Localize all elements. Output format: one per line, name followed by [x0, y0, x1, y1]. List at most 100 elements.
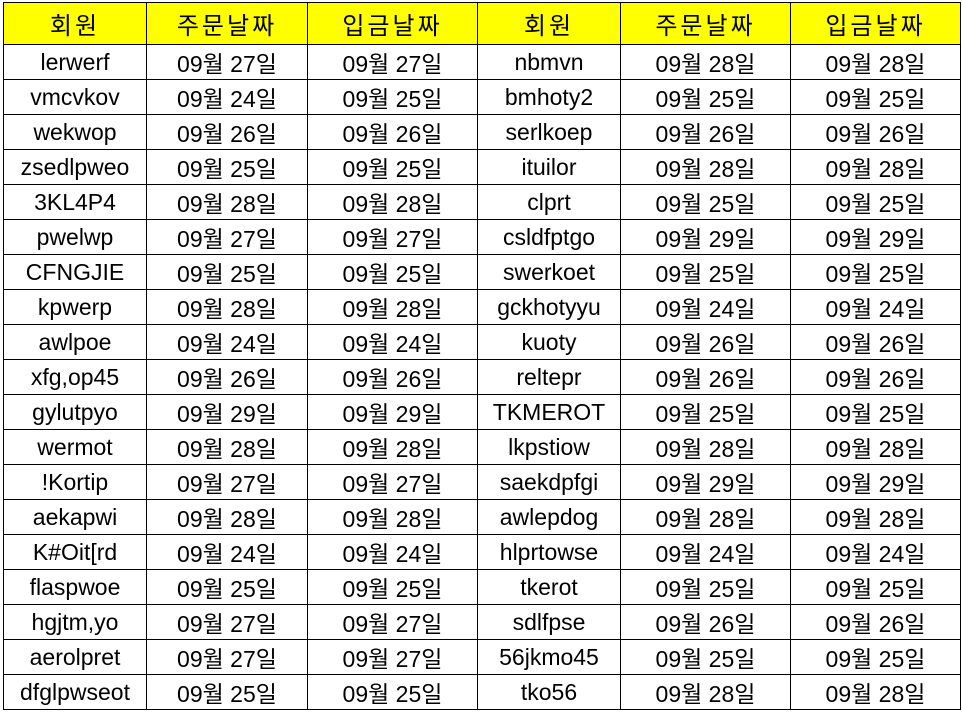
cell-member[interactable]: aerolpret — [3, 639, 147, 675]
cell-order-date[interactable]: 09월 28일 — [620, 429, 791, 465]
cell-deposit-date[interactable]: 09월 28일 — [307, 184, 478, 220]
cell-deposit-date[interactable]: 09월 25일 — [307, 674, 478, 710]
cell-order-date[interactable]: 09월 28일 — [146, 499, 308, 535]
cell-order-date[interactable]: 09월 25일 — [146, 149, 308, 185]
cell-member[interactable]: nbmvn — [477, 44, 621, 80]
cell-deposit-date[interactable]: 09월 28일 — [790, 44, 961, 80]
cell-order-date[interactable]: 09월 25일 — [620, 184, 791, 220]
cell-order-date[interactable]: 09월 28일 — [620, 149, 791, 185]
cell-order-date[interactable]: 09월 28일 — [146, 429, 308, 465]
header-cell-deposit-date[interactable]: 입금날짜 — [307, 2, 478, 45]
cell-order-date[interactable]: 09월 25일 — [620, 394, 791, 430]
cell-member[interactable]: zsedlpweo — [3, 149, 147, 185]
cell-order-date[interactable]: 09월 25일 — [620, 639, 791, 675]
cell-order-date[interactable]: 09월 27일 — [146, 639, 308, 675]
cell-deposit-date[interactable]: 09월 25일 — [307, 254, 478, 290]
header-cell-order-date[interactable]: 주문날짜 — [620, 2, 791, 45]
cell-order-date[interactable]: 09월 26일 — [620, 324, 791, 360]
cell-deposit-date[interactable]: 09월 26일 — [790, 359, 961, 395]
cell-order-date[interactable]: 09월 28일 — [620, 674, 791, 710]
cell-order-date[interactable]: 09월 28일 — [620, 499, 791, 535]
cell-deposit-date[interactable]: 09월 25일 — [790, 394, 961, 430]
cell-member[interactable]: csldfptgo — [477, 219, 621, 255]
cell-order-date[interactable]: 09월 28일 — [146, 184, 308, 220]
cell-member[interactable]: reltepr — [477, 359, 621, 395]
cell-order-date[interactable]: 09월 27일 — [146, 44, 308, 80]
cell-order-date[interactable]: 09월 24일 — [146, 79, 308, 115]
cell-order-date[interactable]: 09월 28일 — [620, 44, 791, 80]
cell-member[interactable]: CFNGJIE — [3, 254, 147, 290]
cell-deposit-date[interactable]: 09월 29일 — [307, 394, 478, 430]
cell-order-date[interactable]: 09월 25일 — [620, 79, 791, 115]
cell-member[interactable]: awlpoe — [3, 324, 147, 360]
cell-deposit-date[interactable]: 09월 25일 — [307, 149, 478, 185]
cell-deposit-date[interactable]: 09월 24일 — [307, 534, 478, 570]
cell-deposit-date[interactable]: 09월 28일 — [790, 429, 961, 465]
cell-order-date[interactable]: 09월 24일 — [146, 534, 308, 570]
cell-member[interactable]: swerkoet — [477, 254, 621, 290]
cell-deposit-date[interactable]: 09월 26일 — [790, 604, 961, 640]
cell-deposit-date[interactable]: 09월 25일 — [307, 79, 478, 115]
cell-order-date[interactable]: 09월 27일 — [146, 464, 308, 500]
cell-member[interactable]: tko56 — [477, 674, 621, 710]
cell-order-date[interactable]: 09월 27일 — [146, 219, 308, 255]
cell-member[interactable]: dfglpwseot — [3, 674, 147, 710]
cell-member[interactable]: hgjtm,yo — [3, 604, 147, 640]
cell-order-date[interactable]: 09월 24일 — [620, 534, 791, 570]
cell-member[interactable]: ituilor — [477, 149, 621, 185]
cell-member[interactable]: 3KL4P4 — [3, 184, 147, 220]
cell-member[interactable]: kuoty — [477, 324, 621, 360]
cell-member[interactable]: saekdpfgi — [477, 464, 621, 500]
cell-deposit-date[interactable]: 09월 26일 — [307, 359, 478, 395]
cell-member[interactable]: sdlfpse — [477, 604, 621, 640]
cell-deposit-date[interactable]: 09월 25일 — [790, 184, 961, 220]
cell-member[interactable]: awlepdog — [477, 499, 621, 535]
header-cell-member[interactable]: 회원 — [477, 2, 621, 45]
cell-member[interactable]: kpwerp — [3, 289, 147, 325]
cell-deposit-date[interactable]: 09월 25일 — [790, 569, 961, 605]
cell-member[interactable]: 56jkmo45 — [477, 639, 621, 675]
cell-deposit-date[interactable]: 09월 27일 — [307, 44, 478, 80]
cell-deposit-date[interactable]: 09월 26일 — [307, 114, 478, 150]
cell-order-date[interactable]: 09월 29일 — [146, 394, 308, 430]
cell-deposit-date[interactable]: 09월 27일 — [307, 219, 478, 255]
cell-deposit-date[interactable]: 09월 29일 — [790, 464, 961, 500]
cell-order-date[interactable]: 09월 28일 — [146, 289, 308, 325]
cell-order-date[interactable]: 09월 26일 — [146, 359, 308, 395]
cell-member[interactable]: tkerot — [477, 569, 621, 605]
cell-member[interactable]: gylutpyo — [3, 394, 147, 430]
cell-deposit-date[interactable]: 09월 25일 — [790, 639, 961, 675]
header-cell-member[interactable]: 회원 — [3, 2, 147, 45]
cell-member[interactable]: pwelwp — [3, 219, 147, 255]
cell-deposit-date[interactable]: 09월 25일 — [790, 79, 961, 115]
cell-order-date[interactable]: 09월 27일 — [146, 604, 308, 640]
cell-deposit-date[interactable]: 09월 28일 — [307, 429, 478, 465]
cell-deposit-date[interactable]: 09월 25일 — [790, 254, 961, 290]
cell-deposit-date[interactable]: 09월 24일 — [790, 534, 961, 570]
cell-member[interactable]: lerwerf — [3, 44, 147, 80]
cell-order-date[interactable]: 09월 26일 — [146, 114, 308, 150]
cell-order-date[interactable]: 09월 25일 — [146, 569, 308, 605]
cell-deposit-date[interactable]: 09월 27일 — [307, 464, 478, 500]
cell-member[interactable]: clprt — [477, 184, 621, 220]
cell-member[interactable]: TKMEROT — [477, 394, 621, 430]
cell-member[interactable]: xfg,op45 — [3, 359, 147, 395]
cell-deposit-date[interactable]: 09월 28일 — [790, 674, 961, 710]
cell-member[interactable]: serlkoep — [477, 114, 621, 150]
cell-deposit-date[interactable]: 09월 25일 — [307, 569, 478, 605]
cell-member[interactable]: wekwop — [3, 114, 147, 150]
cell-order-date[interactable]: 09월 25일 — [146, 674, 308, 710]
cell-member[interactable]: vmcvkov — [3, 79, 147, 115]
cell-member[interactable]: wermot — [3, 429, 147, 465]
cell-order-date[interactable]: 09월 26일 — [620, 114, 791, 150]
cell-order-date[interactable]: 09월 29일 — [620, 219, 791, 255]
cell-member[interactable]: K#Oit[rd — [3, 534, 147, 570]
cell-member[interactable]: flaspwoe — [3, 569, 147, 605]
cell-deposit-date[interactable]: 09월 26일 — [790, 324, 961, 360]
header-cell-deposit-date[interactable]: 입금날짜 — [790, 2, 961, 45]
cell-member[interactable]: hlprtowse — [477, 534, 621, 570]
header-cell-order-date[interactable]: 주문날짜 — [146, 2, 308, 45]
cell-deposit-date[interactable]: 09월 26일 — [790, 114, 961, 150]
cell-deposit-date[interactable]: 09월 29일 — [790, 219, 961, 255]
cell-order-date[interactable]: 09월 29일 — [620, 464, 791, 500]
